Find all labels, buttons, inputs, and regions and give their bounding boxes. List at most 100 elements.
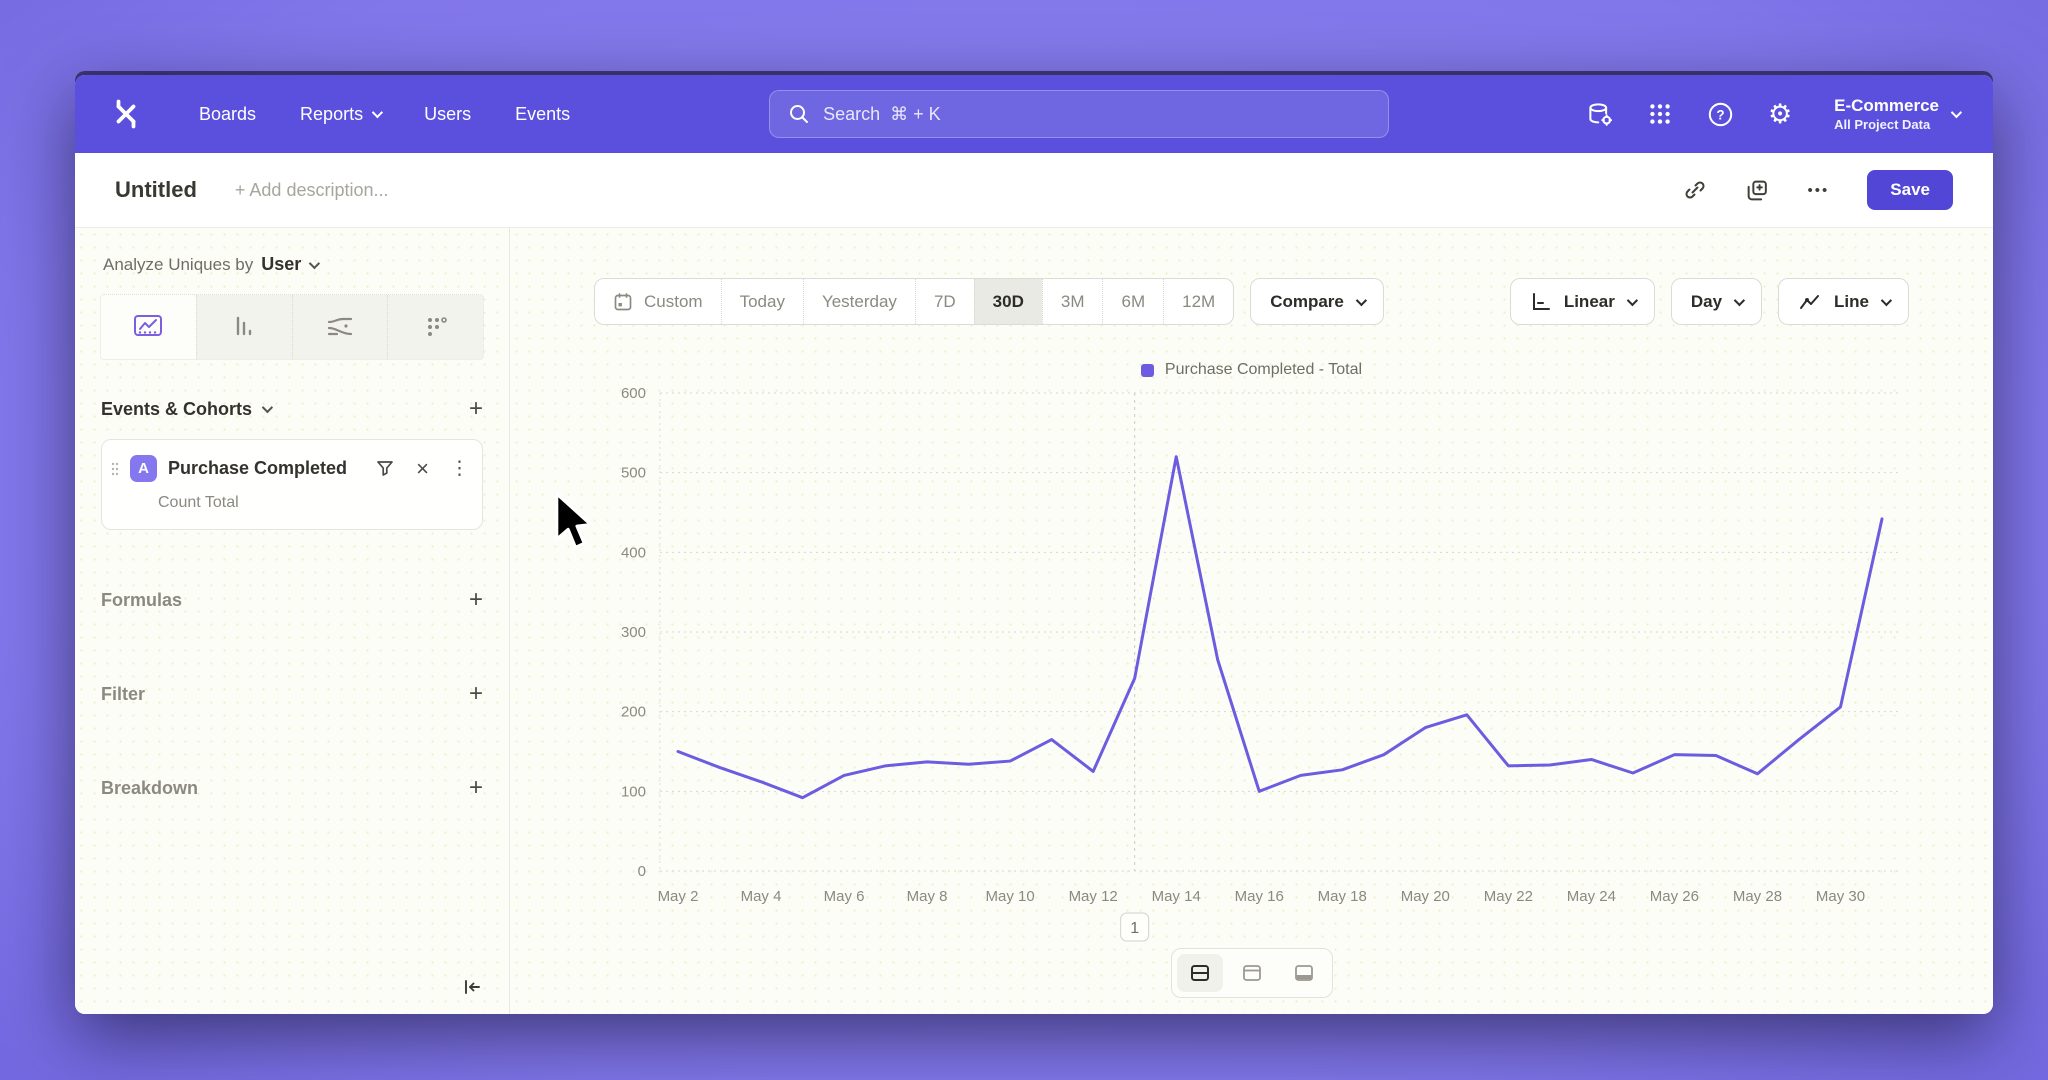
chevron-down-icon[interactable] [261,401,274,414]
nav-item-label: Events [515,103,571,124]
svg-text:May 12: May 12 [1069,888,1118,905]
interval-label: Day [1690,291,1723,311]
layout-chart-top-button[interactable] [1229,954,1275,992]
legend-swatch [1140,363,1154,377]
svg-text:May 22: May 22 [1484,888,1533,905]
chart-display-controls: Linear Day [1509,278,1909,325]
save-button[interactable]: Save [1867,170,1953,210]
event-name[interactable]: Purchase Completed [168,458,348,478]
chart-pane: Custom Today Yesterday 7D 30D 3M 6M 12M … [510,228,1993,1014]
compare-label: Compare [1270,291,1344,311]
svg-text:400: 400 [621,544,646,561]
range-label: 7D [933,291,956,311]
svg-text:May 24: May 24 [1567,888,1616,905]
chevron-down-icon [309,257,321,269]
tab-bar-chart[interactable] [195,295,292,359]
data-management-icon[interactable] [1586,100,1614,128]
metrics-tab-icon [422,314,450,340]
svg-text:May 14: May 14 [1152,888,1201,905]
mixpanel-logo-icon[interactable] [109,97,143,131]
more-options-icon[interactable]: ••• [1807,181,1830,199]
legend-label: Purchase Completed - Total [1164,361,1363,378]
range-label: 30D [992,291,1024,311]
svg-text:300: 300 [621,624,646,641]
interval-dropdown[interactable]: Day [1670,278,1763,325]
add-filter-button[interactable]: + [468,680,483,707]
filter-funnel-icon[interactable] [375,459,395,479]
add-event-button[interactable]: + [468,395,483,422]
range-30d[interactable]: 30D [973,279,1042,324]
add-breakdown-button[interactable]: + [468,774,483,801]
event-aggregation[interactable]: Count Total [158,494,239,511]
tab-line-chart[interactable] [101,295,196,359]
range-label: Yesterday [821,291,897,311]
calendar-icon [613,292,633,312]
svg-text:0: 0 [638,863,646,880]
add-formula-button[interactable]: + [468,586,483,613]
layout-split-button[interactable] [1176,954,1223,992]
svg-text:?: ? [1716,107,1724,122]
chevron-down-icon [1355,294,1367,306]
event-card-purchase-completed[interactable]: A Purchase Completed × ⋮ Count [101,439,483,530]
chevron-down-icon [371,106,384,119]
svg-text:May 30: May 30 [1816,888,1865,905]
analyze-value-dropdown[interactable]: User [261,254,321,275]
tab-flow-chart[interactable] [291,295,388,359]
line-chart: 0 100 200 300 400 500 600 May 2 May 4 May 6 May 8 M… [621,385,1900,942]
project-name: E-Commerce [1834,96,1939,116]
chart-area[interactable]: 0 100 200 300 400 500 600 May 2 May 4 May 6 May 8 M… [565,383,1993,973]
bar-chart-tab-icon [230,314,258,340]
copy-link-icon[interactable] [1683,178,1707,202]
range-custom[interactable]: Custom [595,279,721,324]
remove-event-icon[interactable]: × [416,455,429,481]
event-kebab-menu-icon[interactable]: ⋮ [450,458,469,479]
tab-metrics-grid[interactable] [387,295,483,359]
range-label: Custom [644,291,703,311]
chart-type-tabstrip [100,294,484,360]
add-description-placeholder[interactable]: + Add description... [234,179,389,200]
collapse-sidebar-icon[interactable] [461,976,483,998]
drag-handle-icon[interactable] [111,462,119,476]
report-title[interactable]: Untitled [115,177,197,202]
search-input[interactable] [823,103,1371,125]
help-icon[interactable]: ? [1706,100,1734,128]
nav-item-events[interactable]: Events [493,104,592,125]
nav-item-users[interactable]: Users [402,104,493,125]
svg-text:May 2: May 2 [658,888,699,905]
sidebar-footer [75,960,509,1014]
chevron-down-icon [1626,294,1638,306]
range-7d[interactable]: 7D [914,279,974,324]
events-cohorts-label: Events & Cohorts [101,398,253,419]
svg-text:May 6: May 6 [824,888,865,905]
chart-type-dropdown[interactable]: Line [1778,278,1909,325]
chevron-down-icon [1880,294,1893,306]
duplicate-icon[interactable] [1745,178,1770,203]
layout-table-bottom-button[interactable] [1281,954,1327,992]
project-selector[interactable]: E-Commerce All Project Data [1834,95,1963,133]
range-label: Today [739,291,785,311]
range-12m[interactable]: 12M [1163,279,1233,324]
scale-dropdown[interactable]: Linear [1509,278,1655,325]
svg-text:May 18: May 18 [1318,888,1367,905]
nav-item-reports[interactable]: Reports [278,104,402,125]
settings-gear-icon[interactable]: ⚙ [1768,98,1793,129]
svg-text:May 26: May 26 [1650,888,1699,905]
global-search[interactable] [769,90,1390,138]
compare-dropdown[interactable]: Compare [1250,278,1384,325]
range-label: 6M [1121,291,1146,311]
range-yesterday[interactable]: Yesterday [802,279,915,324]
range-today[interactable]: Today [720,279,803,324]
line-chart-tab-icon [133,314,163,340]
top-nav-bar: Boards Reports Users Events [75,75,1993,153]
svg-text:May 4: May 4 [741,888,782,905]
nav-item-boards[interactable]: Boards [177,104,278,125]
search-icon [788,103,810,125]
apps-grid-icon[interactable] [1646,100,1674,128]
events-cohorts-section-header: Events & Cohorts + [101,397,483,421]
range-3m[interactable]: 3M [1041,279,1103,324]
chart-legend[interactable]: Purchase Completed - Total [510,361,1993,379]
filter-label: Filter [101,683,146,704]
app-window: Boards Reports Users Events [75,75,1993,1014]
range-6m[interactable]: 6M [1102,279,1163,324]
